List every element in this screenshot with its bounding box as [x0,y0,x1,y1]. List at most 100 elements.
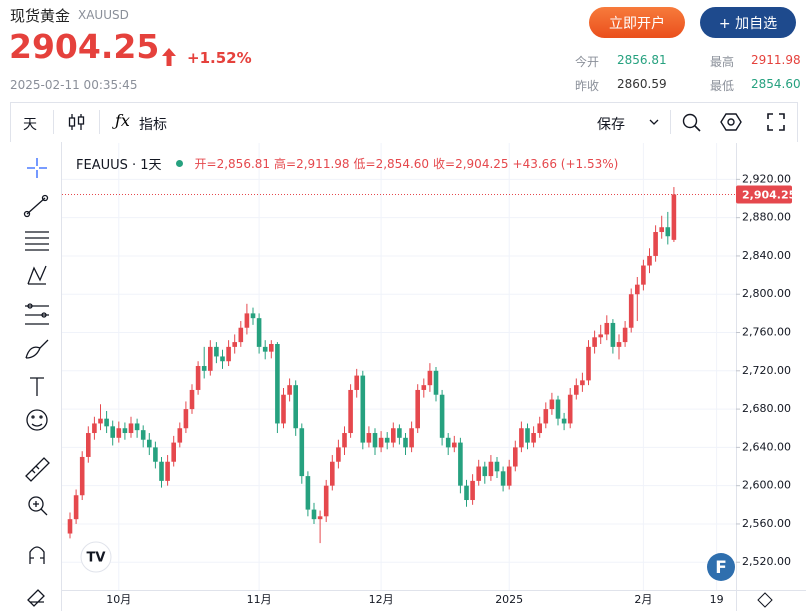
stat-value: 2911.98 [751,53,801,67]
candle-body [671,194,677,240]
candle-body [177,428,183,443]
candle-body [543,409,549,424]
timestamp: 2025-02-11 00:35:45 [10,78,138,92]
candle-body [336,447,341,462]
candle-body [458,442,463,486]
candle-body [415,389,420,429]
y-tick-label: 2,600.00 [742,479,791,492]
candle-body [214,346,219,357]
x-tick-label: 19 [710,593,724,606]
candle-body [433,370,439,395]
stat-label: 最低 [710,79,735,93]
candle-body [195,366,201,390]
instrument-symbol: XAUUSD [78,8,129,22]
candle-body [488,461,494,477]
candle-body [73,495,79,520]
candle-body [513,447,518,467]
candle-body [128,423,134,434]
y-tick-label: 2,680.00 [742,402,791,415]
candle-body [647,255,652,266]
last-price: 2904.25 [9,27,160,66]
candle-body [665,227,671,237]
candle-body [232,342,237,347]
fx-icon: ƒx [115,111,130,130]
tv-logo: TV [80,541,112,573]
candle-body [372,433,378,448]
price-change: +1.52% [187,49,252,67]
candle-body [397,428,402,438]
interval-button[interactable]: 天 [23,117,37,133]
candle-body [147,439,152,448]
x-tick-label: 11月 [247,593,272,606]
candle-body [360,375,366,443]
candle-body [305,476,311,510]
save-button[interactable]: 保存 [597,117,625,133]
status-dot [175,160,183,167]
y-tick-label: 2,840.00 [742,249,791,262]
add-watchlist-button[interactable]: + 加自选 [700,7,796,38]
y-tick-label: 2,720.00 [742,364,791,377]
stat-value: 2860.59 [617,77,667,91]
candle-body [531,433,536,443]
candle-body [159,461,164,481]
legend-close: 收=2,904.25 [433,157,509,171]
candle-body [439,394,445,438]
candle-body [409,428,414,448]
save-dropdown[interactable] [648,117,660,127]
x-tick-label: 10月 [106,593,131,606]
stat-label: 最高 [710,55,735,69]
x-tick-label: 2月 [634,593,652,606]
candle-body [165,461,170,481]
legend-title: FEAUUS · 1天 [76,158,162,173]
candle-body [238,327,244,343]
candle-body [366,433,372,443]
y-tick-label: 2,880.00 [742,211,791,224]
candle-body [500,471,506,486]
time-axis-settings[interactable] [757,592,773,608]
stat-label: 今开 [575,55,600,69]
divider [53,110,54,134]
legend-change: +43.66 (+1.53%) [512,156,619,171]
candle-body [67,519,73,534]
legend-open: 开=2,856.81 [194,157,271,171]
candle-body [427,370,433,386]
candle-body [580,380,585,386]
settings-button[interactable] [720,112,742,132]
candle-body [220,356,225,362]
open-account-button[interactable]: 立即开户 [589,7,685,38]
fullscreen-button[interactable] [766,112,786,132]
candle-body [421,385,427,390]
candle-body [342,433,347,448]
candle-body [122,428,128,434]
chart-style-button[interactable] [67,112,87,132]
y-tick-label: 2,520.00 [742,555,791,568]
candle-body [525,428,530,443]
candle-body [610,322,616,347]
legend: FEAUUS · 1天 开=2,856.81 高=2,911.98 低=2,85… [76,154,622,174]
candle-body [104,418,109,427]
y-tick-label: 2,800.00 [742,287,791,300]
candle-body [293,385,298,429]
candle-body [250,313,256,319]
candle-body [98,418,103,424]
candle-body [348,389,353,434]
candle-body [506,466,512,486]
candle-body [317,516,323,520]
search-button[interactable] [681,112,701,132]
last-price-tag [736,185,792,204]
candle-body [226,346,231,362]
stat-value: 2854.60 [751,77,801,91]
x-tick-label: 12月 [369,593,394,606]
candle-body [262,346,268,352]
candle-body [476,466,481,481]
candle-body [574,385,579,395]
candle-body [354,375,359,390]
candle-body [628,294,634,328]
drawing-toolbar [23,142,62,611]
indicators-button[interactable]: 指标 [139,117,167,133]
candle-body [567,394,573,424]
candle-body [269,344,274,352]
candle-body [171,442,176,462]
candle-body [470,480,475,501]
candle-body [86,433,91,457]
